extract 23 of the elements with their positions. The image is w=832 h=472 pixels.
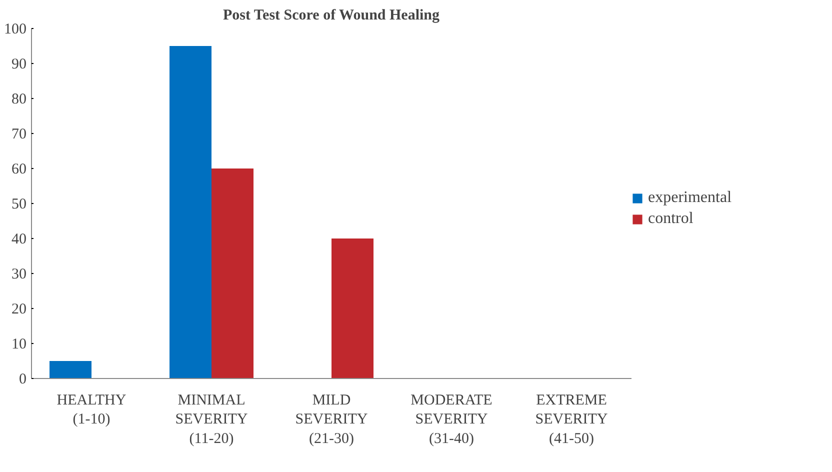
bar — [332, 238, 374, 378]
bar — [212, 168, 254, 378]
y-tick-label: 30 — [12, 266, 26, 282]
chart-title: Post Test Score of Wound Healing — [222, 8, 440, 24]
y-tick-label: 50 — [12, 196, 26, 212]
y-tick-label: 90 — [12, 56, 26, 72]
y-tick-label: 70 — [12, 126, 26, 142]
legend-label: control — [648, 210, 694, 228]
y-tick-label: 100 — [4, 22, 26, 38]
x-tick-label: MODERATE SEVERITY (31-40) — [410, 392, 492, 447]
y-tick-label: 10 — [12, 336, 26, 352]
bar — [170, 46, 212, 378]
x-tick-label: MINIMAL SEVERITY (11-20) — [175, 392, 248, 447]
y-tick-label: 60 — [12, 162, 26, 178]
bar — [50, 361, 92, 378]
y-tick-label: 40 — [12, 232, 26, 248]
legend-label: experimental — [648, 189, 732, 207]
x-tick-label: EXTREME SEVERITY (41-50) — [535, 392, 608, 447]
y-tick-label: 0 — [19, 372, 26, 388]
x-tick-label: HEALTHY (1-10) — [56, 392, 126, 428]
y-tick-label: 80 — [12, 92, 26, 108]
x-tick-label: MILD SEVERITY (21-30) — [295, 392, 368, 447]
y-tick-label: 20 — [12, 302, 26, 318]
